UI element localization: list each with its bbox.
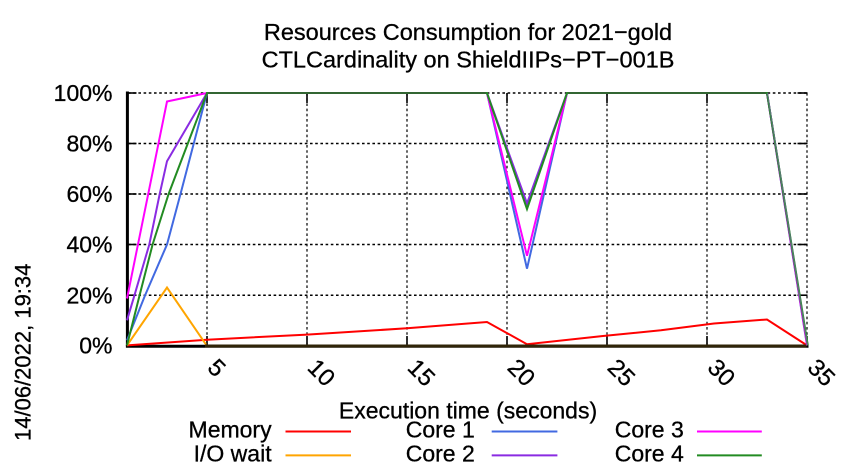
svg-text:Resources Consumption for 2021: Resources Consumption for 2021−gold — [264, 19, 672, 45]
svg-text:Core 4: Core 4 — [615, 440, 684, 466]
svg-text:Memory: Memory — [189, 416, 273, 442]
svg-text:80%: 80% — [66, 131, 112, 157]
svg-text:Execution time (seconds): Execution time (seconds) — [339, 397, 597, 423]
svg-text:Core 1: Core 1 — [406, 416, 475, 442]
svg-text:60%: 60% — [66, 181, 112, 207]
svg-text:Core 3: Core 3 — [615, 416, 684, 442]
svg-text:40%: 40% — [66, 232, 112, 258]
svg-text:I/O wait: I/O wait — [194, 440, 273, 466]
svg-text:20%: 20% — [66, 282, 112, 308]
svg-text:Core 2: Core 2 — [406, 440, 475, 466]
svg-text:0%: 0% — [79, 333, 112, 359]
svg-text:100%: 100% — [54, 80, 113, 106]
svg-text:14/06/2022, 19:34: 14/06/2022, 19:34 — [11, 264, 36, 441]
svg-text:CTLCardinality on ShieldIIPs−P: CTLCardinality on ShieldIIPs−PT−001B — [262, 46, 675, 72]
